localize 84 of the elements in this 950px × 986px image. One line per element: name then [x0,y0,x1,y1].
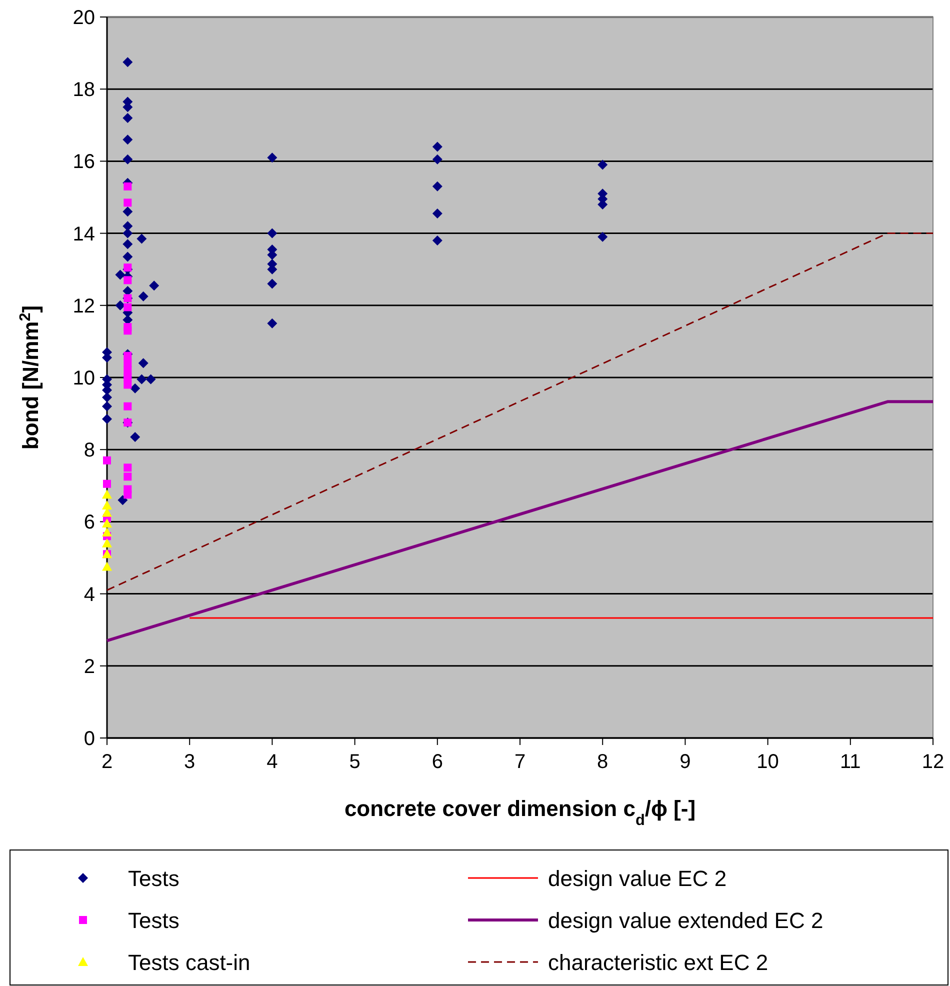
point [267,228,278,238]
x-tick-label: 10 [756,751,779,773]
point [122,221,133,232]
legend-label: Tests cast-in [128,950,250,975]
point [124,198,132,207]
point [102,562,112,571]
y-tick-label: 12 [72,295,95,318]
point [118,495,128,506]
y-tick-label: 4 [84,584,95,606]
point [122,154,133,164]
point [102,392,112,402]
y-tick-label: 6 [84,512,95,534]
point [122,134,133,145]
point [136,234,147,244]
point [124,464,132,472]
point [267,318,278,328]
point [102,500,112,510]
point [432,208,442,218]
legend-label: Tests [128,908,180,933]
x-tick-label: 2 [101,751,113,773]
legend-label: Tests [128,866,180,891]
x-tick-label: 8 [597,751,608,773]
point [432,154,442,164]
point [124,490,132,499]
point [432,236,442,246]
point [124,472,132,481]
point [122,286,133,296]
point [598,160,608,170]
y-tick-label: 10 [72,368,95,390]
y-tick-label: 0 [84,728,95,750]
point [102,528,112,537]
x-axis-title: concrete cover dimension c$_{d}$/ϕ [-] [344,796,696,828]
point [122,57,133,68]
y-tick-label: 18 [72,79,95,102]
x-tick-label: 9 [680,751,691,773]
point [102,490,112,499]
point [102,538,112,548]
x-tick-label: 7 [514,751,526,773]
point [124,326,132,335]
x-tick-label: 5 [349,751,360,773]
point [146,374,156,384]
point [124,402,132,410]
point [102,401,112,412]
point [103,456,111,464]
point [122,112,133,123]
legend-label: design value extended EC 2 [548,908,824,933]
point [102,518,112,528]
y-tick-label: 8 [84,440,95,462]
point [115,300,126,310]
point [138,358,148,368]
y-tick-label: 14 [72,223,95,246]
point [122,252,133,262]
point [267,152,278,163]
point [136,374,147,384]
point [122,314,133,325]
x-tick-label: 12 [922,751,944,773]
point [130,432,140,442]
point [122,239,133,250]
point [149,280,160,291]
point [124,380,132,389]
point [115,270,126,280]
point [122,206,133,217]
legend-label: characteristic ext EC 2 [548,950,768,975]
point [124,303,132,312]
point [598,232,608,242]
y-tick-label: 2 [84,656,95,678]
point [432,142,442,152]
point [138,291,148,302]
legend-label: design value EC 2 [548,866,727,891]
point [103,480,111,488]
point [124,182,132,190]
y-tick-label: 20 [72,7,95,29]
point [122,228,133,238]
point [432,181,442,192]
x-tick-label: 11 [840,751,861,773]
x-tick-label: 3 [184,751,196,773]
point [102,414,112,424]
x-tick-label: 6 [432,751,443,773]
point [124,264,132,272]
point [267,278,278,289]
y-tick-label: 16 [72,151,95,174]
point [124,276,132,284]
x-tick-label: 4 [266,751,278,773]
point [130,383,140,394]
